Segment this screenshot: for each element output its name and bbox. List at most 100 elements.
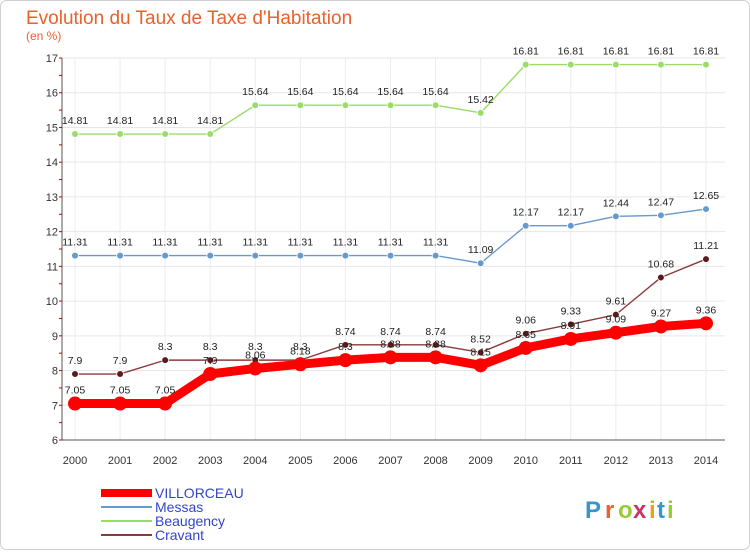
plot-area: 6 7 8 9 10 11 12 13 14 15 16 17 2000 2001 2002 2003 2004… xyxy=(46,46,725,467)
x-tick-label: 2003 xyxy=(198,455,222,467)
data-point-villorceau xyxy=(248,361,263,376)
data-label-messas: 12.17 xyxy=(513,207,539,219)
x-tick-label: 2008 xyxy=(423,455,447,467)
chart-subtitle: (en %) xyxy=(26,29,61,43)
data-label-beaugency: 15.64 xyxy=(332,86,358,98)
data-point-villorceau xyxy=(338,353,353,368)
data-point-villorceau xyxy=(158,396,173,411)
data-label-villorceau: 8.91 xyxy=(561,320,582,332)
data-label-cravant: 8.74 xyxy=(335,326,356,338)
data-label-villorceau: 7.05 xyxy=(65,385,86,397)
data-label-messas: 11.31 xyxy=(107,237,133,249)
data-label-messas: 11.09 xyxy=(468,244,494,256)
data-label-beaugency: 15.42 xyxy=(468,94,494,106)
data-point-messas xyxy=(161,251,169,260)
data-point-cravant xyxy=(702,255,710,263)
data-point-cravant xyxy=(521,329,530,338)
data-label-cravant: 8.3 xyxy=(158,341,173,353)
data-point-messas xyxy=(657,211,665,220)
logo-letter: i xyxy=(649,497,656,524)
legend-label-cravant: Cravant xyxy=(155,527,204,543)
x-tick-label: 2011 xyxy=(559,455,583,467)
data-point-messas xyxy=(206,251,215,260)
data-label-cravant: 8.74 xyxy=(380,326,401,338)
logo-letter: i xyxy=(667,497,674,524)
data-label-villorceau: 7.9 xyxy=(203,355,218,367)
data-point-villorceau xyxy=(113,396,128,411)
data-label-cravant: 11.21 xyxy=(693,240,719,252)
data-label-messas: 11.31 xyxy=(378,237,404,249)
data-label-messas: 12.65 xyxy=(693,190,719,202)
data-point-villorceau xyxy=(68,396,82,411)
legend-label-villorceau: VILLORCEAU xyxy=(155,485,244,501)
data-point-messas xyxy=(521,221,530,230)
data-label-villorceau: 8.06 xyxy=(245,349,266,361)
data-label-beaugency: 16.81 xyxy=(648,46,674,58)
data-point-cravant xyxy=(657,273,665,282)
data-label-villorceau: 8.15 xyxy=(470,346,491,358)
y-tick-label: 12 xyxy=(46,227,58,239)
data-point-cravant xyxy=(476,348,485,357)
data-label-villorceau: 8.18 xyxy=(290,345,311,357)
x-tick-label: 2012 xyxy=(604,455,628,467)
data-label-villorceau: 7.05 xyxy=(110,385,131,397)
x-tick-label: 2006 xyxy=(333,455,357,467)
data-point-villorceau xyxy=(383,350,398,365)
data-label-cravant: 8.3 xyxy=(203,341,218,353)
y-tick-label: 16 xyxy=(46,88,58,100)
logo-letter: r xyxy=(605,497,614,524)
data-label-cravant: 8.74 xyxy=(425,326,446,338)
x-tick-label: 2005 xyxy=(288,455,312,467)
x-tick-label: 2000 xyxy=(63,455,87,467)
data-point-beaugency xyxy=(116,130,124,138)
data-label-beaugency: 16.81 xyxy=(603,46,629,58)
data-point-villorceau xyxy=(428,350,443,365)
data-point-beaugency xyxy=(566,60,575,69)
data-point-villorceau xyxy=(293,357,308,372)
data-label-beaugency: 14.81 xyxy=(197,115,223,127)
data-label-cravant: 8.3 xyxy=(248,341,263,353)
data-point-cravant xyxy=(206,356,215,364)
data-label-beaugency: 14.81 xyxy=(62,115,88,127)
data-label-beaugency: 15.64 xyxy=(377,86,403,98)
y-tick-label: 13 xyxy=(46,192,58,204)
data-label-villorceau: 8.3 xyxy=(338,341,353,353)
data-point-messas xyxy=(71,251,79,260)
data-point-beaugency xyxy=(161,130,169,138)
y-tick-label: 8 xyxy=(52,366,58,378)
data-point-cravant xyxy=(612,310,620,319)
x-tick-label: 2001 xyxy=(108,455,132,467)
y-tick-label: 15 xyxy=(46,122,58,134)
data-label-villorceau: 7.05 xyxy=(155,385,176,397)
data-point-beaugency xyxy=(341,101,350,110)
data-point-messas xyxy=(251,251,260,260)
x-tick-label: 2013 xyxy=(649,455,673,467)
legend-label-messas: Messas xyxy=(155,499,203,515)
y-tick-label: 9 xyxy=(52,331,58,343)
logo-letter: P xyxy=(585,497,601,524)
data-point-beaugency xyxy=(521,60,530,69)
data-point-cravant xyxy=(386,341,395,349)
data-label-cravant: 9.61 xyxy=(606,296,627,308)
data-label-beaugency: 14.81 xyxy=(107,115,133,127)
data-point-cravant xyxy=(161,356,169,364)
data-label-messas: 11.31 xyxy=(423,237,449,249)
x-tick-label: 2009 xyxy=(468,455,492,467)
data-point-messas xyxy=(341,251,350,260)
data-label-beaugency: 16.81 xyxy=(693,46,719,58)
data-point-villorceau xyxy=(608,325,623,340)
data-point-villorceau xyxy=(203,367,218,382)
data-point-messas xyxy=(702,205,710,213)
chart-title: Evolution du Taux de Taxe d'Habitation xyxy=(26,8,352,29)
y-tick-label: 14 xyxy=(46,157,58,169)
data-point-beaugency xyxy=(476,109,485,117)
y-tick-label: 10 xyxy=(46,296,58,308)
data-label-cravant: 9.06 xyxy=(515,315,536,327)
data-label-cravant: 9.33 xyxy=(561,305,582,317)
data-label-messas: 11.31 xyxy=(243,237,269,249)
data-point-villorceau xyxy=(653,319,668,334)
logo-letter: o xyxy=(618,497,633,524)
